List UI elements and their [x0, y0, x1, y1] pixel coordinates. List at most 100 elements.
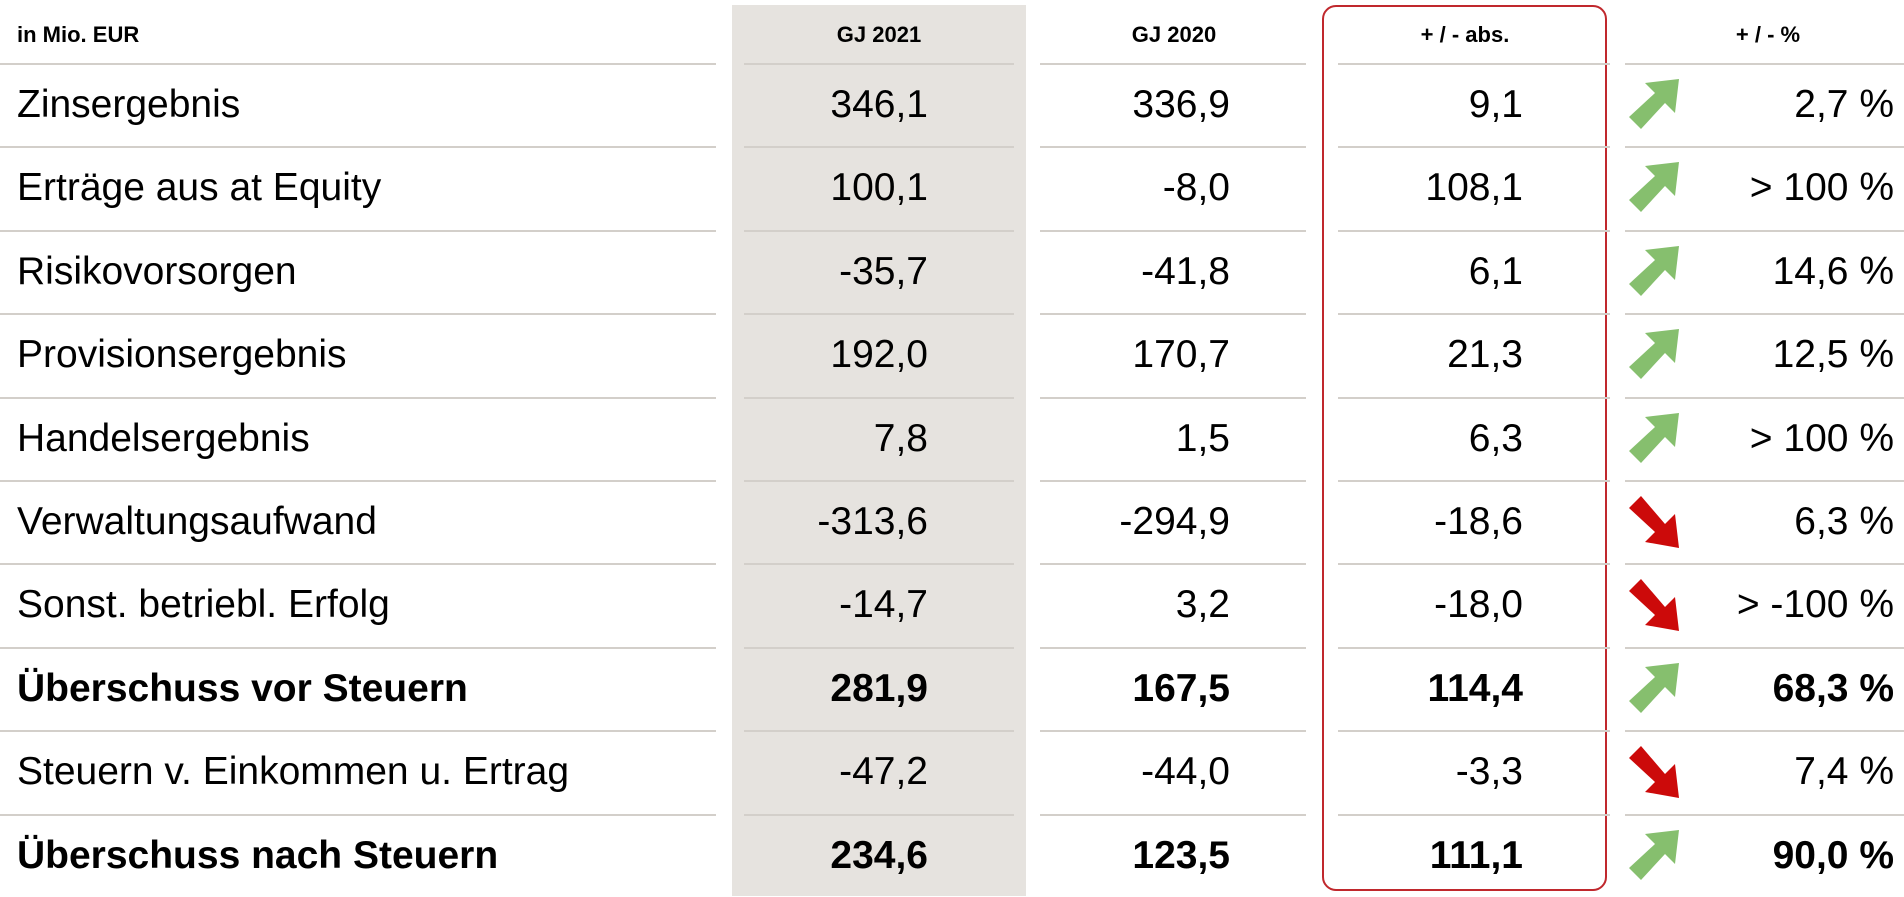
separator [1625, 480, 1904, 482]
cell-value: 9,1 [1468, 83, 1523, 126]
trend-arrow [1629, 496, 1679, 548]
cell-value: 6,3 % [1794, 500, 1894, 543]
arrow-shape [1629, 662, 1679, 713]
cell-value: 68,3 % [1772, 666, 1894, 710]
cell-value: 6,1 [1468, 249, 1523, 293]
cell-value: 90,0 % [1772, 833, 1894, 877]
highlight-box [1322, 5, 1607, 891]
separator [0, 480, 716, 482]
separator [1040, 63, 1306, 65]
cell-value: 108,1 [1425, 166, 1523, 210]
cell-value: 336,9 [1132, 83, 1230, 126]
separator [1040, 313, 1306, 316]
cell-value: > 100 % [1749, 416, 1894, 460]
highlight-column [732, 5, 1026, 896]
cell-value: 7,4 % [1794, 750, 1894, 794]
separator [1338, 63, 1610, 65]
column-header: + / - % [1735, 22, 1801, 47]
trend-arrow [1629, 329, 1679, 380]
cell-value: -18,0 [1434, 583, 1523, 627]
row-label: Überschuss nach Steuern [17, 833, 499, 877]
cell-value: -18,6 [1434, 500, 1523, 543]
separator [0, 396, 716, 399]
unit-label: in Mio. EUR [17, 22, 140, 47]
cell-value: 346,1 [830, 83, 928, 126]
separator [1040, 563, 1306, 566]
arrow-shape [1629, 329, 1679, 380]
arrow-shape [1629, 245, 1679, 296]
cell-value: 192,0 [830, 333, 928, 377]
separator [744, 480, 1014, 482]
row-label: Sonst. betriebl. Erfolg [17, 583, 390, 627]
separator [1338, 480, 1610, 482]
cell-value: -35,7 [839, 249, 928, 293]
trend-arrow [1629, 162, 1679, 213]
separator [744, 813, 1014, 816]
cell-value: 111,1 [1429, 833, 1523, 877]
cell-value: 114,4 [1427, 666, 1523, 710]
separator [1040, 480, 1306, 482]
trend-arrow [1629, 412, 1679, 463]
separator [1338, 730, 1610, 733]
row-label: Risikovorsorgen [17, 249, 297, 293]
separator [0, 813, 716, 816]
separator [1338, 229, 1610, 232]
separator [1040, 146, 1306, 149]
trend-arrow [1629, 829, 1679, 880]
separator [1040, 229, 1306, 232]
separator [1625, 396, 1904, 399]
separator [0, 229, 716, 232]
separator [0, 646, 716, 649]
row-label: Handelsergebnis [17, 416, 310, 460]
separator [1040, 396, 1306, 399]
separator [1338, 313, 1610, 316]
arrow-shape [1629, 496, 1679, 548]
cell-value: > -100 % [1736, 583, 1894, 627]
column-header: GJ 2020 [1131, 22, 1217, 47]
cell-value: 123,5 [1132, 833, 1230, 877]
separator [1338, 646, 1610, 649]
column-header: GJ 2021 [836, 22, 922, 47]
cell-value: 281,9 [830, 666, 928, 710]
separator [744, 563, 1014, 566]
separator [1625, 63, 1904, 65]
row-label: Steuern v. Einkommen u. Ertrag [17, 750, 570, 794]
row-label: Verwaltungsaufwand [17, 500, 377, 543]
separator [744, 313, 1014, 316]
cell-value: 21,3 [1447, 333, 1523, 377]
trend-arrow [1629, 79, 1679, 129]
cell-value: 12,5 % [1772, 333, 1894, 377]
cell-value: 7,8 [873, 416, 928, 460]
separator [744, 396, 1014, 399]
arrow-shape [1629, 79, 1679, 129]
arrow-shape [1629, 162, 1679, 213]
separator [1040, 646, 1306, 649]
separator [1625, 146, 1904, 149]
cell-value: 6,3 [1468, 416, 1523, 460]
separator [0, 730, 716, 733]
row-label: Zinsergebnis [17, 83, 241, 126]
trend-arrow [1629, 245, 1679, 296]
cell-value: -3,3 [1455, 750, 1523, 794]
cell-value: -44,0 [1141, 750, 1230, 794]
separator [744, 229, 1014, 232]
separator [1338, 813, 1610, 816]
row-label: Provisionsergebnis [17, 333, 347, 377]
separator [1625, 730, 1904, 733]
cell-value: -14,7 [839, 583, 928, 627]
separator [744, 730, 1014, 733]
separator [1625, 813, 1904, 816]
cell-value: 100,1 [830, 166, 928, 210]
cell-value: 1,5 [1175, 416, 1230, 460]
separator [744, 63, 1014, 65]
separator [1338, 563, 1610, 566]
cell-value: -41,8 [1141, 249, 1230, 293]
cell-value: -294,9 [1119, 500, 1230, 543]
cell-value: > 100 % [1749, 166, 1894, 210]
arrow-shape [1629, 579, 1679, 632]
arrow-shape [1629, 829, 1679, 880]
cell-value: 167,5 [1132, 666, 1230, 710]
cell-value: 234,6 [830, 833, 928, 877]
separator [0, 63, 716, 65]
